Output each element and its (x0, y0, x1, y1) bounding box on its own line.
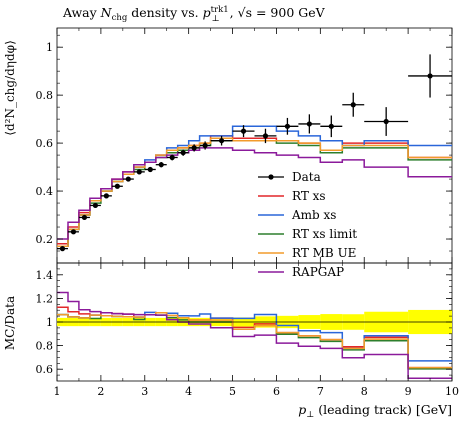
title-part: N (100, 5, 113, 20)
y-tick-label: 0.4 (36, 185, 54, 198)
data-point (158, 162, 164, 168)
x-tick-label: 2 (97, 385, 104, 398)
data-point (169, 154, 175, 161)
y-tick-label: 0.8 (36, 89, 54, 102)
data-point (262, 133, 269, 139)
title-part: density vs. (127, 5, 202, 20)
title-part: chg (112, 13, 128, 23)
legend-label: RT xs (292, 189, 326, 203)
xlabel-part: ⊥ (306, 410, 314, 420)
data-point (427, 73, 433, 79)
title-part: p (203, 5, 211, 20)
y-tick-label: 0.2 (36, 233, 54, 246)
data-point (180, 150, 186, 156)
y-tick-label: 1 (46, 41, 53, 54)
title-part: trk1 (211, 5, 229, 15)
plot-area: 1 2 3 4 5 6 7 8 9 100.20.40.60.810.60.811.21.4Dat… (36, 27, 459, 398)
data-point (59, 246, 66, 252)
data-point (328, 123, 334, 129)
data-point (125, 176, 131, 182)
x-tick-label: 9 (405, 385, 412, 398)
legend-label: RT xs limit (292, 227, 357, 241)
data-point (136, 169, 142, 175)
data-point (240, 128, 247, 134)
data-point (218, 138, 225, 144)
title-part: , √s = 900 GeV (230, 5, 326, 20)
data-point (306, 121, 312, 127)
legend-label: RAPGAP (292, 265, 344, 279)
data-point (350, 102, 356, 108)
legend: Data RT xs Amb xs RT xs limit RT MB UE RAPGAP (258, 170, 357, 279)
y-tick-label: 0.6 (36, 137, 54, 150)
title-part: Away (62, 5, 101, 20)
data-point (284, 123, 291, 129)
data-point (383, 118, 389, 125)
x-tick-label: 6 (273, 385, 280, 398)
data-point (92, 202, 99, 209)
xlabel-part: (leading track) [GeV] (314, 402, 452, 417)
ratio-y-axis-label: MC/Data (3, 296, 17, 350)
legend-label: Amb xs (291, 208, 336, 222)
x-tick-label: 7 (317, 385, 324, 398)
data-point (70, 229, 77, 235)
data-point (114, 183, 120, 189)
y-axis-label: ⟨d²N_chg/dηdφ⟩ (3, 40, 17, 135)
x-axis-label: p⊥ (leading track) [GeV] (298, 402, 452, 420)
ratio-y-tick-label: 1 (46, 316, 53, 329)
series-line-rapgap (57, 147, 452, 240)
ratio-line-rt-mb-ue (57, 311, 452, 369)
data-point (202, 142, 208, 149)
legend-label: RT MB UE (292, 246, 356, 260)
legend-label: Data (292, 170, 321, 184)
title-part: ⊥ (212, 14, 220, 24)
x-tick-label: 8 (361, 385, 368, 398)
series-line-rt-xs-limit (57, 139, 452, 247)
data-point (147, 166, 153, 173)
ratio-y-tick-label: 0.6 (36, 363, 54, 376)
ratio-y-tick-label: 1.4 (36, 269, 54, 282)
legend-marker-data (268, 174, 274, 180)
x-tick-label: 5 (229, 385, 236, 398)
ratio-line-rt-xs-limit (57, 313, 452, 370)
xlabel-part: p (298, 402, 306, 417)
ratio-y-tick-label: 1.2 (36, 292, 54, 305)
x-tick-label: 3 (141, 385, 148, 398)
ratio-y-tick-label: 0.8 (36, 340, 54, 353)
x-tick-label: 1 (54, 385, 61, 398)
data-point (103, 193, 109, 199)
data-point (191, 145, 197, 151)
x-tick-label: 4 (185, 385, 192, 398)
chart-title: Away Nchg density vs. ptrk1 ⊥ , √s = 900 G… (62, 5, 326, 24)
x-tick-label: 10 (445, 385, 459, 398)
series-line-rt-mb-ue (57, 137, 452, 247)
data-point (81, 214, 88, 221)
